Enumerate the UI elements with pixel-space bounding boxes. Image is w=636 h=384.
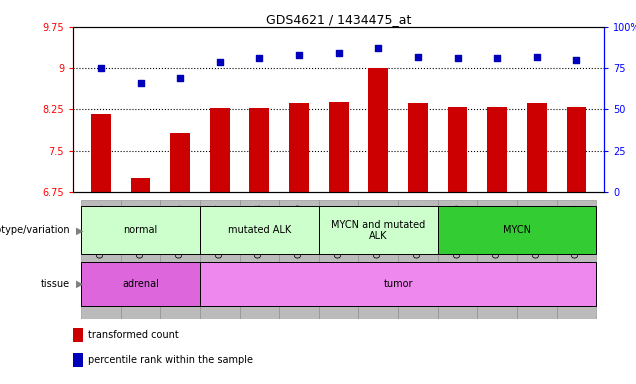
Text: mutated ALK: mutated ALK: [228, 225, 291, 235]
Text: GSM801618: GSM801618: [255, 203, 264, 258]
Text: GSM801625: GSM801625: [136, 203, 145, 258]
Bar: [329, 102, 349, 192]
Point: [532, 53, 542, 60]
Bar: [81, 262, 200, 306]
Text: percentile rank within the sample: percentile rank within the sample: [88, 355, 253, 365]
Bar: [478, 200, 517, 319]
Text: GSM914181: GSM914181: [334, 203, 343, 258]
Text: MYCN: MYCN: [503, 225, 531, 235]
Bar: [130, 178, 151, 192]
Text: GSM801626: GSM801626: [176, 203, 184, 258]
Text: normal: normal: [123, 225, 158, 235]
Bar: [448, 107, 467, 192]
Text: adrenal: adrenal: [122, 279, 159, 289]
Bar: [567, 107, 586, 192]
Point: [175, 75, 185, 81]
Bar: [160, 200, 200, 319]
Text: GSM801619: GSM801619: [294, 203, 303, 258]
Bar: [210, 108, 230, 192]
Text: ▶: ▶: [76, 279, 84, 289]
Text: ▶: ▶: [76, 225, 84, 235]
Bar: [279, 200, 319, 319]
Bar: [408, 103, 428, 192]
Bar: [438, 200, 478, 319]
Bar: [319, 207, 438, 254]
Bar: [249, 108, 269, 192]
Bar: [240, 200, 279, 319]
Bar: [73, 353, 83, 367]
Text: genotype/variation: genotype/variation: [0, 225, 70, 235]
Bar: [319, 200, 359, 319]
Bar: [289, 103, 309, 192]
Bar: [359, 200, 398, 319]
Text: GSM914183: GSM914183: [413, 203, 422, 258]
Bar: [121, 200, 160, 319]
Bar: [200, 200, 240, 319]
Text: GSM801623: GSM801623: [572, 203, 581, 258]
Point: [373, 45, 384, 51]
Bar: [91, 114, 111, 192]
Text: transformed count: transformed count: [88, 330, 179, 340]
Point: [452, 55, 462, 61]
Bar: [556, 200, 597, 319]
Bar: [81, 200, 121, 319]
Point: [492, 55, 502, 61]
Point: [215, 58, 225, 65]
Text: GSM801617: GSM801617: [215, 203, 225, 258]
Point: [294, 52, 304, 58]
Bar: [170, 133, 190, 192]
Text: GSM914182: GSM914182: [374, 203, 383, 258]
Bar: [438, 207, 597, 254]
Bar: [487, 107, 507, 192]
Bar: [527, 103, 547, 192]
Bar: [200, 262, 597, 306]
Bar: [81, 207, 200, 254]
Text: MYCN and mutated
ALK: MYCN and mutated ALK: [331, 220, 425, 241]
Point: [334, 50, 344, 56]
Point: [571, 57, 581, 63]
Point: [96, 65, 106, 71]
Bar: [200, 207, 319, 254]
Bar: [517, 200, 556, 319]
Text: GSM801621: GSM801621: [493, 203, 502, 258]
Text: tissue: tissue: [41, 279, 70, 289]
Point: [135, 80, 146, 86]
Text: tumor: tumor: [384, 279, 413, 289]
Point: [254, 55, 265, 61]
Text: GSM801622: GSM801622: [532, 203, 541, 258]
Bar: [73, 328, 83, 342]
Bar: [398, 200, 438, 319]
Text: GSM801620: GSM801620: [453, 203, 462, 258]
Bar: [368, 68, 388, 192]
Point: [413, 53, 423, 60]
Title: GDS4621 / 1434475_at: GDS4621 / 1434475_at: [266, 13, 411, 26]
Text: GSM801624: GSM801624: [97, 203, 106, 258]
